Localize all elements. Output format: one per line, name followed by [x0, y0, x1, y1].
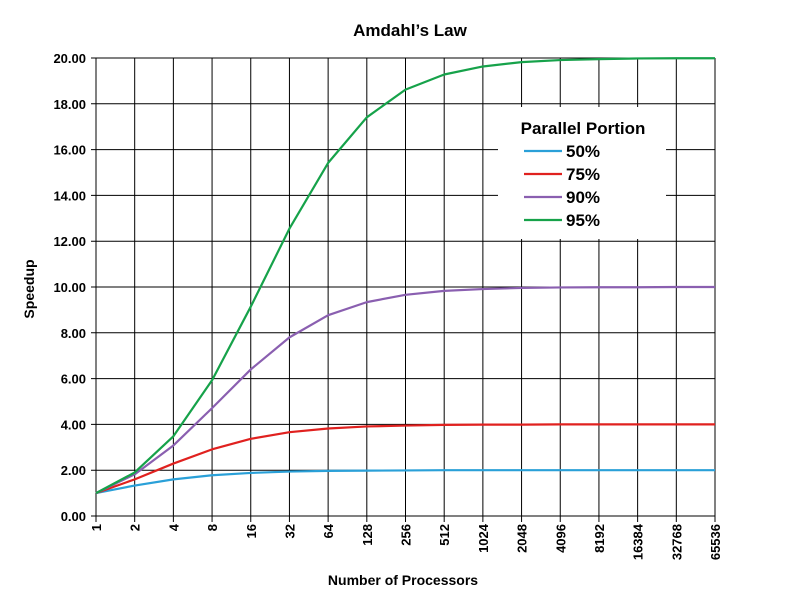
y-tick-label: 0.00	[61, 509, 86, 524]
y-tick-label: 4.00	[61, 417, 86, 432]
x-tick-label: 512	[437, 524, 452, 546]
x-tick-label: 32768	[669, 524, 684, 560]
series-line-50pct	[95, 469, 715, 495]
x-tick-label: 8	[205, 524, 220, 531]
chart-title: Amdahl’s Law	[353, 21, 467, 40]
x-tick-label: 4	[166, 523, 181, 531]
y-axis-title: Speedup	[21, 259, 37, 318]
y-tick-label: 2.00	[61, 463, 86, 478]
x-tick-label: 4096	[553, 524, 568, 553]
legend-label: 90%	[566, 188, 600, 207]
x-tick-label: 16	[244, 524, 259, 538]
axis-ticks: 1 2 4 8 16 32 64 128 256 512 1024 2048 4096 8192 16384…	[53, 51, 723, 560]
x-tick-label: 1	[89, 524, 104, 531]
legend: Parallel Portion 50% 75% 90% 95%	[521, 119, 646, 230]
x-tick-label: 2048	[515, 524, 530, 553]
x-tick-label: 1024	[476, 523, 491, 553]
y-tick-label: 10.00	[53, 280, 86, 295]
y-tick-label: 18.00	[53, 97, 86, 112]
legend-title: Parallel Portion	[521, 119, 646, 138]
y-tick-label: 12.00	[53, 234, 86, 249]
x-tick-label: 8192	[592, 524, 607, 553]
y-tick-label: 8.00	[61, 326, 86, 341]
y-tick-label: 6.00	[61, 372, 86, 387]
y-tick-label: 14.00	[53, 188, 86, 203]
y-tick-label: 20.00	[53, 51, 86, 66]
series-lines	[95, 57, 715, 495]
x-tick-label: 2	[128, 524, 143, 531]
series-line-75pct	[95, 423, 715, 495]
y-tick-label: 16.00	[53, 143, 86, 158]
x-tick-label: 65536	[708, 524, 723, 560]
x-tick-label: 64	[321, 523, 336, 538]
x-tick-label: 128	[360, 524, 375, 546]
x-axis-title: Number of Processors	[328, 572, 478, 588]
legend-label: 75%	[566, 165, 600, 184]
x-tick-label: 32	[282, 524, 297, 538]
x-tick-label: 16384	[631, 523, 646, 560]
series-line-90pct	[95, 285, 715, 495]
series-line-95pct	[95, 57, 715, 495]
x-tick-label: 256	[399, 524, 414, 546]
legend-label: 50%	[566, 142, 600, 161]
legend-label: 95%	[566, 211, 600, 230]
